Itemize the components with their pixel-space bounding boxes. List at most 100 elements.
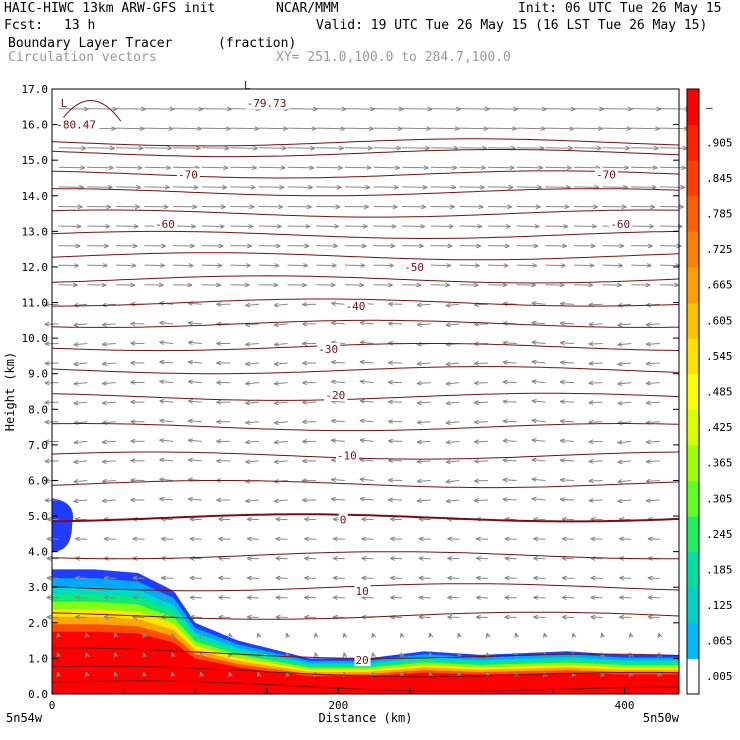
vector-arrow (87, 145, 115, 151)
vector-shaft (416, 401, 431, 404)
vector-arrow (103, 614, 116, 620)
vector-arrow (87, 106, 118, 112)
vector-arrow (387, 321, 403, 327)
vector-arrow (101, 341, 116, 347)
vector-head (134, 204, 140, 210)
vector-arrow (545, 223, 569, 229)
vector-arrow (573, 204, 599, 210)
vector-shaft (573, 147, 602, 149)
vector-head (647, 595, 653, 601)
vector-head (502, 399, 508, 405)
vector-arrow (316, 184, 342, 190)
vector-head (451, 184, 457, 190)
vector-shaft (430, 186, 456, 188)
vector-head (302, 360, 308, 366)
vector-arrow (590, 556, 603, 561)
vector-head (246, 595, 252, 601)
vector-arrow (218, 516, 231, 522)
vector-arrow (84, 632, 90, 639)
contour-label-bg (344, 300, 368, 313)
vector-head (532, 263, 538, 268)
vector-arrow (445, 420, 460, 426)
vector-head (75, 243, 81, 249)
vector-arrow (502, 418, 517, 424)
y-tick-label: 14.0 (22, 190, 49, 203)
vector-head (588, 498, 594, 503)
vector-arrow (187, 398, 202, 404)
vector-head (588, 380, 594, 386)
vector-arrow (602, 126, 632, 132)
vector-arrow (659, 243, 682, 249)
vector-head (142, 671, 147, 678)
vector-head (342, 652, 348, 658)
vector-head (216, 341, 222, 346)
vector-shaft (173, 166, 200, 169)
vector-head (101, 361, 107, 367)
xy-range: XY= 251.0,100.0 to 284.7,100.0 (276, 50, 511, 65)
vector-head (46, 556, 52, 561)
vector-shaft (502, 459, 517, 462)
vector-arrow (144, 126, 174, 132)
vector-arrow (559, 360, 574, 365)
vector-arrow (428, 652, 434, 658)
vector-head (46, 575, 52, 581)
vector-arrow (187, 340, 202, 346)
vector-shaft (201, 166, 229, 169)
vector-arrow (330, 301, 345, 306)
vector-arrow (545, 243, 567, 249)
vector-shaft (631, 147, 659, 149)
vector-head (473, 498, 479, 503)
vector-shaft (659, 166, 687, 169)
vector-head (273, 322, 279, 328)
vector-shaft (144, 108, 175, 110)
vector-arrow (316, 106, 347, 112)
vector-head (652, 165, 658, 171)
vector-arrow (302, 458, 317, 464)
vector-arrow (302, 380, 317, 386)
vector-head (588, 361, 594, 366)
vector-arrow (373, 106, 404, 112)
vector-arrow (459, 106, 490, 112)
vector-arrow (73, 439, 88, 445)
vector-arrow (571, 632, 577, 639)
vector-arrow (430, 165, 458, 171)
vector-arrow (58, 145, 87, 151)
vector-head (617, 361, 623, 367)
vector-arrow (258, 263, 280, 268)
vector-head (216, 360, 222, 366)
vector-head (245, 341, 251, 347)
vector-arrow (173, 145, 201, 151)
vector-head (187, 379, 193, 385)
vector-shaft (230, 127, 260, 130)
vector-arrow (101, 322, 116, 327)
vector-head (193, 184, 199, 190)
vector-head (361, 536, 367, 542)
vector-shaft (659, 147, 688, 149)
vector-head (473, 282, 479, 288)
vector-shaft (73, 303, 88, 307)
vector-head (74, 263, 80, 268)
vector-arrow (430, 223, 454, 229)
vector-head (192, 204, 198, 210)
vector-arrow (573, 263, 595, 268)
vector-head (275, 516, 281, 522)
vector-arrow (304, 516, 317, 522)
colorbar-label: .005 (706, 670, 733, 683)
vector-shaft (560, 400, 574, 403)
vector-shaft (87, 186, 113, 188)
vector-head (304, 556, 310, 561)
vector-head (199, 652, 205, 658)
vector-head (44, 497, 50, 503)
vector-shaft (474, 362, 489, 365)
vector-arrow (659, 126, 689, 132)
vector-head (645, 459, 651, 464)
vector-arrow (488, 204, 513, 210)
vector-arrow (342, 632, 348, 639)
vector-shaft (445, 440, 460, 444)
vector-arrow (659, 204, 684, 210)
vector-arrow (113, 671, 119, 678)
vector-arrow (459, 204, 484, 210)
vector-shaft (631, 108, 662, 110)
vector-shaft (144, 127, 174, 130)
vector-arrow (488, 126, 517, 132)
